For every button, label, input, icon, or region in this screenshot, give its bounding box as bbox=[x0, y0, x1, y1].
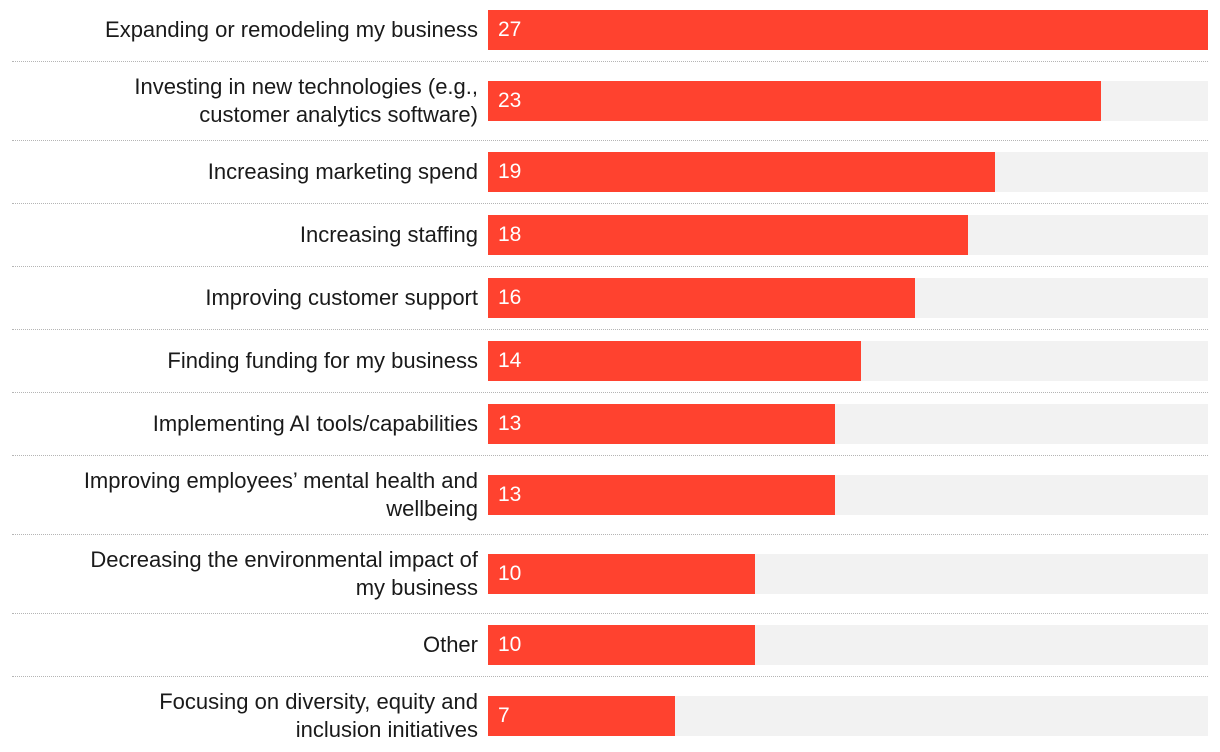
category-label: Increasing marketing spend bbox=[207, 159, 478, 184]
category-label: Other bbox=[422, 632, 478, 657]
bar-row: Implementing AI tools/capabilities 13 bbox=[0, 404, 1220, 444]
bar: 10 bbox=[488, 625, 755, 665]
row-separator bbox=[12, 676, 1208, 677]
bar-track: 23 bbox=[488, 81, 1208, 121]
row-separator bbox=[12, 392, 1208, 393]
row-separator bbox=[12, 266, 1208, 267]
category-label: Expanding or remodeling my business bbox=[105, 17, 478, 42]
bar-row: Finding funding for my business 14 bbox=[0, 341, 1220, 381]
value-label: 7 bbox=[498, 704, 510, 727]
bar-track: 14 bbox=[488, 341, 1208, 381]
value-label: 13 bbox=[498, 412, 522, 435]
bar: 19 bbox=[488, 152, 995, 192]
bar: 16 bbox=[488, 278, 915, 318]
bar-track: 13 bbox=[488, 475, 1208, 515]
bar-track: 10 bbox=[488, 554, 1208, 594]
bar: 23 bbox=[488, 81, 1102, 121]
value-label: 23 bbox=[498, 89, 522, 112]
bar-row: Improving customer support 16 bbox=[0, 278, 1220, 318]
value-label: 18 bbox=[498, 223, 522, 246]
value-label: 10 bbox=[498, 633, 522, 656]
bar: 13 bbox=[488, 404, 835, 444]
row-separator bbox=[12, 140, 1208, 141]
row-separator bbox=[12, 613, 1208, 614]
bar-row: Other 10 bbox=[0, 625, 1220, 665]
bar: 27 bbox=[488, 10, 1208, 50]
bar-row: Increasing marketing spend 19 bbox=[0, 152, 1220, 192]
row-separator bbox=[12, 329, 1208, 330]
bar-track: 16 bbox=[488, 278, 1208, 318]
bar-row: Decreasing the environmental impact of m… bbox=[0, 546, 1220, 602]
bar: 13 bbox=[488, 475, 835, 515]
row-separator bbox=[12, 203, 1208, 204]
category-label: Focusing on diversity, equity and inclus… bbox=[159, 689, 478, 742]
bar-track: 19 bbox=[488, 152, 1208, 192]
bar-row: Focusing on diversity, equity and inclus… bbox=[0, 688, 1220, 744]
row-separator bbox=[12, 61, 1208, 62]
bar: 14 bbox=[488, 341, 862, 381]
bar-track: 10 bbox=[488, 625, 1208, 665]
bar-row: Improving employees’ mental health and w… bbox=[0, 467, 1220, 523]
category-label: Decreasing the environmental impact of m… bbox=[90, 547, 478, 600]
category-label: Implementing AI tools/capabilities bbox=[152, 411, 478, 436]
bar: 18 bbox=[488, 215, 968, 255]
value-label: 13 bbox=[498, 483, 522, 506]
value-label: 10 bbox=[498, 562, 522, 585]
bar: 7 bbox=[488, 696, 675, 736]
value-label: 19 bbox=[498, 160, 522, 183]
category-label: Investing in new technologies (e.g., cus… bbox=[134, 74, 478, 127]
value-label: 14 bbox=[498, 349, 522, 372]
category-label: Improving employees’ mental health and w… bbox=[83, 468, 478, 521]
bar-row: Expanding or remodeling my business 27 bbox=[0, 10, 1220, 50]
bar-track: 27 bbox=[488, 10, 1208, 50]
category-label: Finding funding for my business bbox=[167, 348, 478, 373]
value-label: 27 bbox=[498, 18, 522, 41]
bar-track: 18 bbox=[488, 215, 1208, 255]
bar-row: Investing in new technologies (e.g., cus… bbox=[0, 73, 1220, 129]
value-label: 16 bbox=[498, 286, 522, 309]
bar: 10 bbox=[488, 554, 755, 594]
bar-track: 13 bbox=[488, 404, 1208, 444]
category-label: Improving customer support bbox=[205, 285, 478, 310]
row-separator bbox=[12, 534, 1208, 535]
bar-row: Increasing staffing 18 bbox=[0, 215, 1220, 255]
row-separator bbox=[12, 455, 1208, 456]
bar-track: 7 bbox=[488, 696, 1208, 736]
category-label: Increasing staffing bbox=[299, 222, 478, 247]
